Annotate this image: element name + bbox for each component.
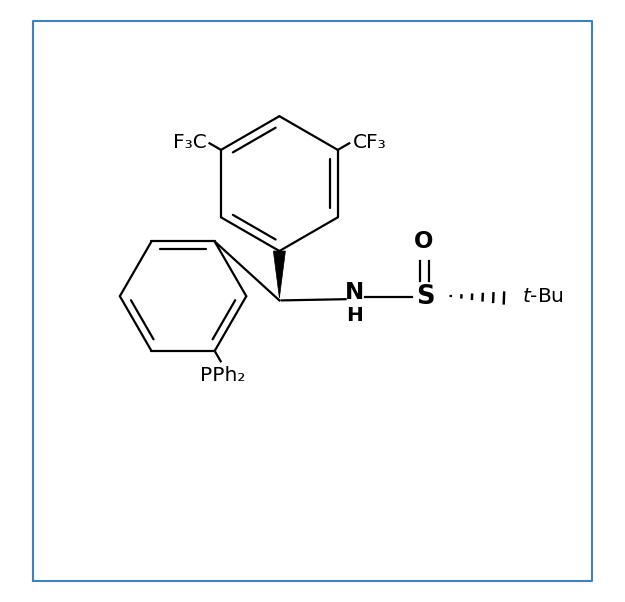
Text: O: O (414, 230, 433, 253)
Text: S: S (416, 284, 435, 310)
Text: N: N (345, 281, 364, 304)
Text: CF₃: CF₃ (352, 133, 386, 152)
Text: H: H (346, 306, 363, 325)
Polygon shape (273, 251, 286, 298)
Text: $t$-Bu: $t$-Bu (522, 287, 564, 306)
Text: F₃C: F₃C (173, 133, 206, 152)
Text: PPh₂: PPh₂ (201, 365, 246, 385)
